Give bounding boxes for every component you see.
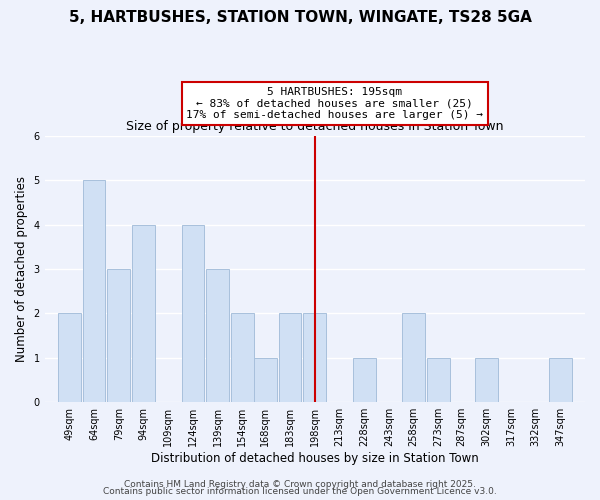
Bar <box>107 269 130 402</box>
Bar <box>58 314 81 402</box>
Bar <box>403 314 425 402</box>
Text: 5 HARTBUSHES: 195sqm
← 83% of detached houses are smaller (25)
17% of semi-detac: 5 HARTBUSHES: 195sqm ← 83% of detached h… <box>186 87 483 120</box>
Bar <box>182 224 204 402</box>
Bar <box>353 358 376 402</box>
Bar <box>132 224 155 402</box>
Bar <box>83 180 106 402</box>
Bar <box>304 314 326 402</box>
Text: 5, HARTBUSHES, STATION TOWN, WINGATE, TS28 5GA: 5, HARTBUSHES, STATION TOWN, WINGATE, TS… <box>68 10 532 25</box>
Y-axis label: Number of detached properties: Number of detached properties <box>15 176 28 362</box>
Text: Contains public sector information licensed under the Open Government Licence v3: Contains public sector information licen… <box>103 487 497 496</box>
Bar <box>254 358 277 402</box>
Bar <box>475 358 497 402</box>
X-axis label: Distribution of detached houses by size in Station Town: Distribution of detached houses by size … <box>151 452 479 465</box>
Bar <box>231 314 254 402</box>
Bar <box>549 358 572 402</box>
Bar <box>279 314 301 402</box>
Bar <box>206 269 229 402</box>
Bar <box>427 358 450 402</box>
Text: Contains HM Land Registry data © Crown copyright and database right 2025.: Contains HM Land Registry data © Crown c… <box>124 480 476 489</box>
Title: Size of property relative to detached houses in Station Town: Size of property relative to detached ho… <box>126 120 503 133</box>
